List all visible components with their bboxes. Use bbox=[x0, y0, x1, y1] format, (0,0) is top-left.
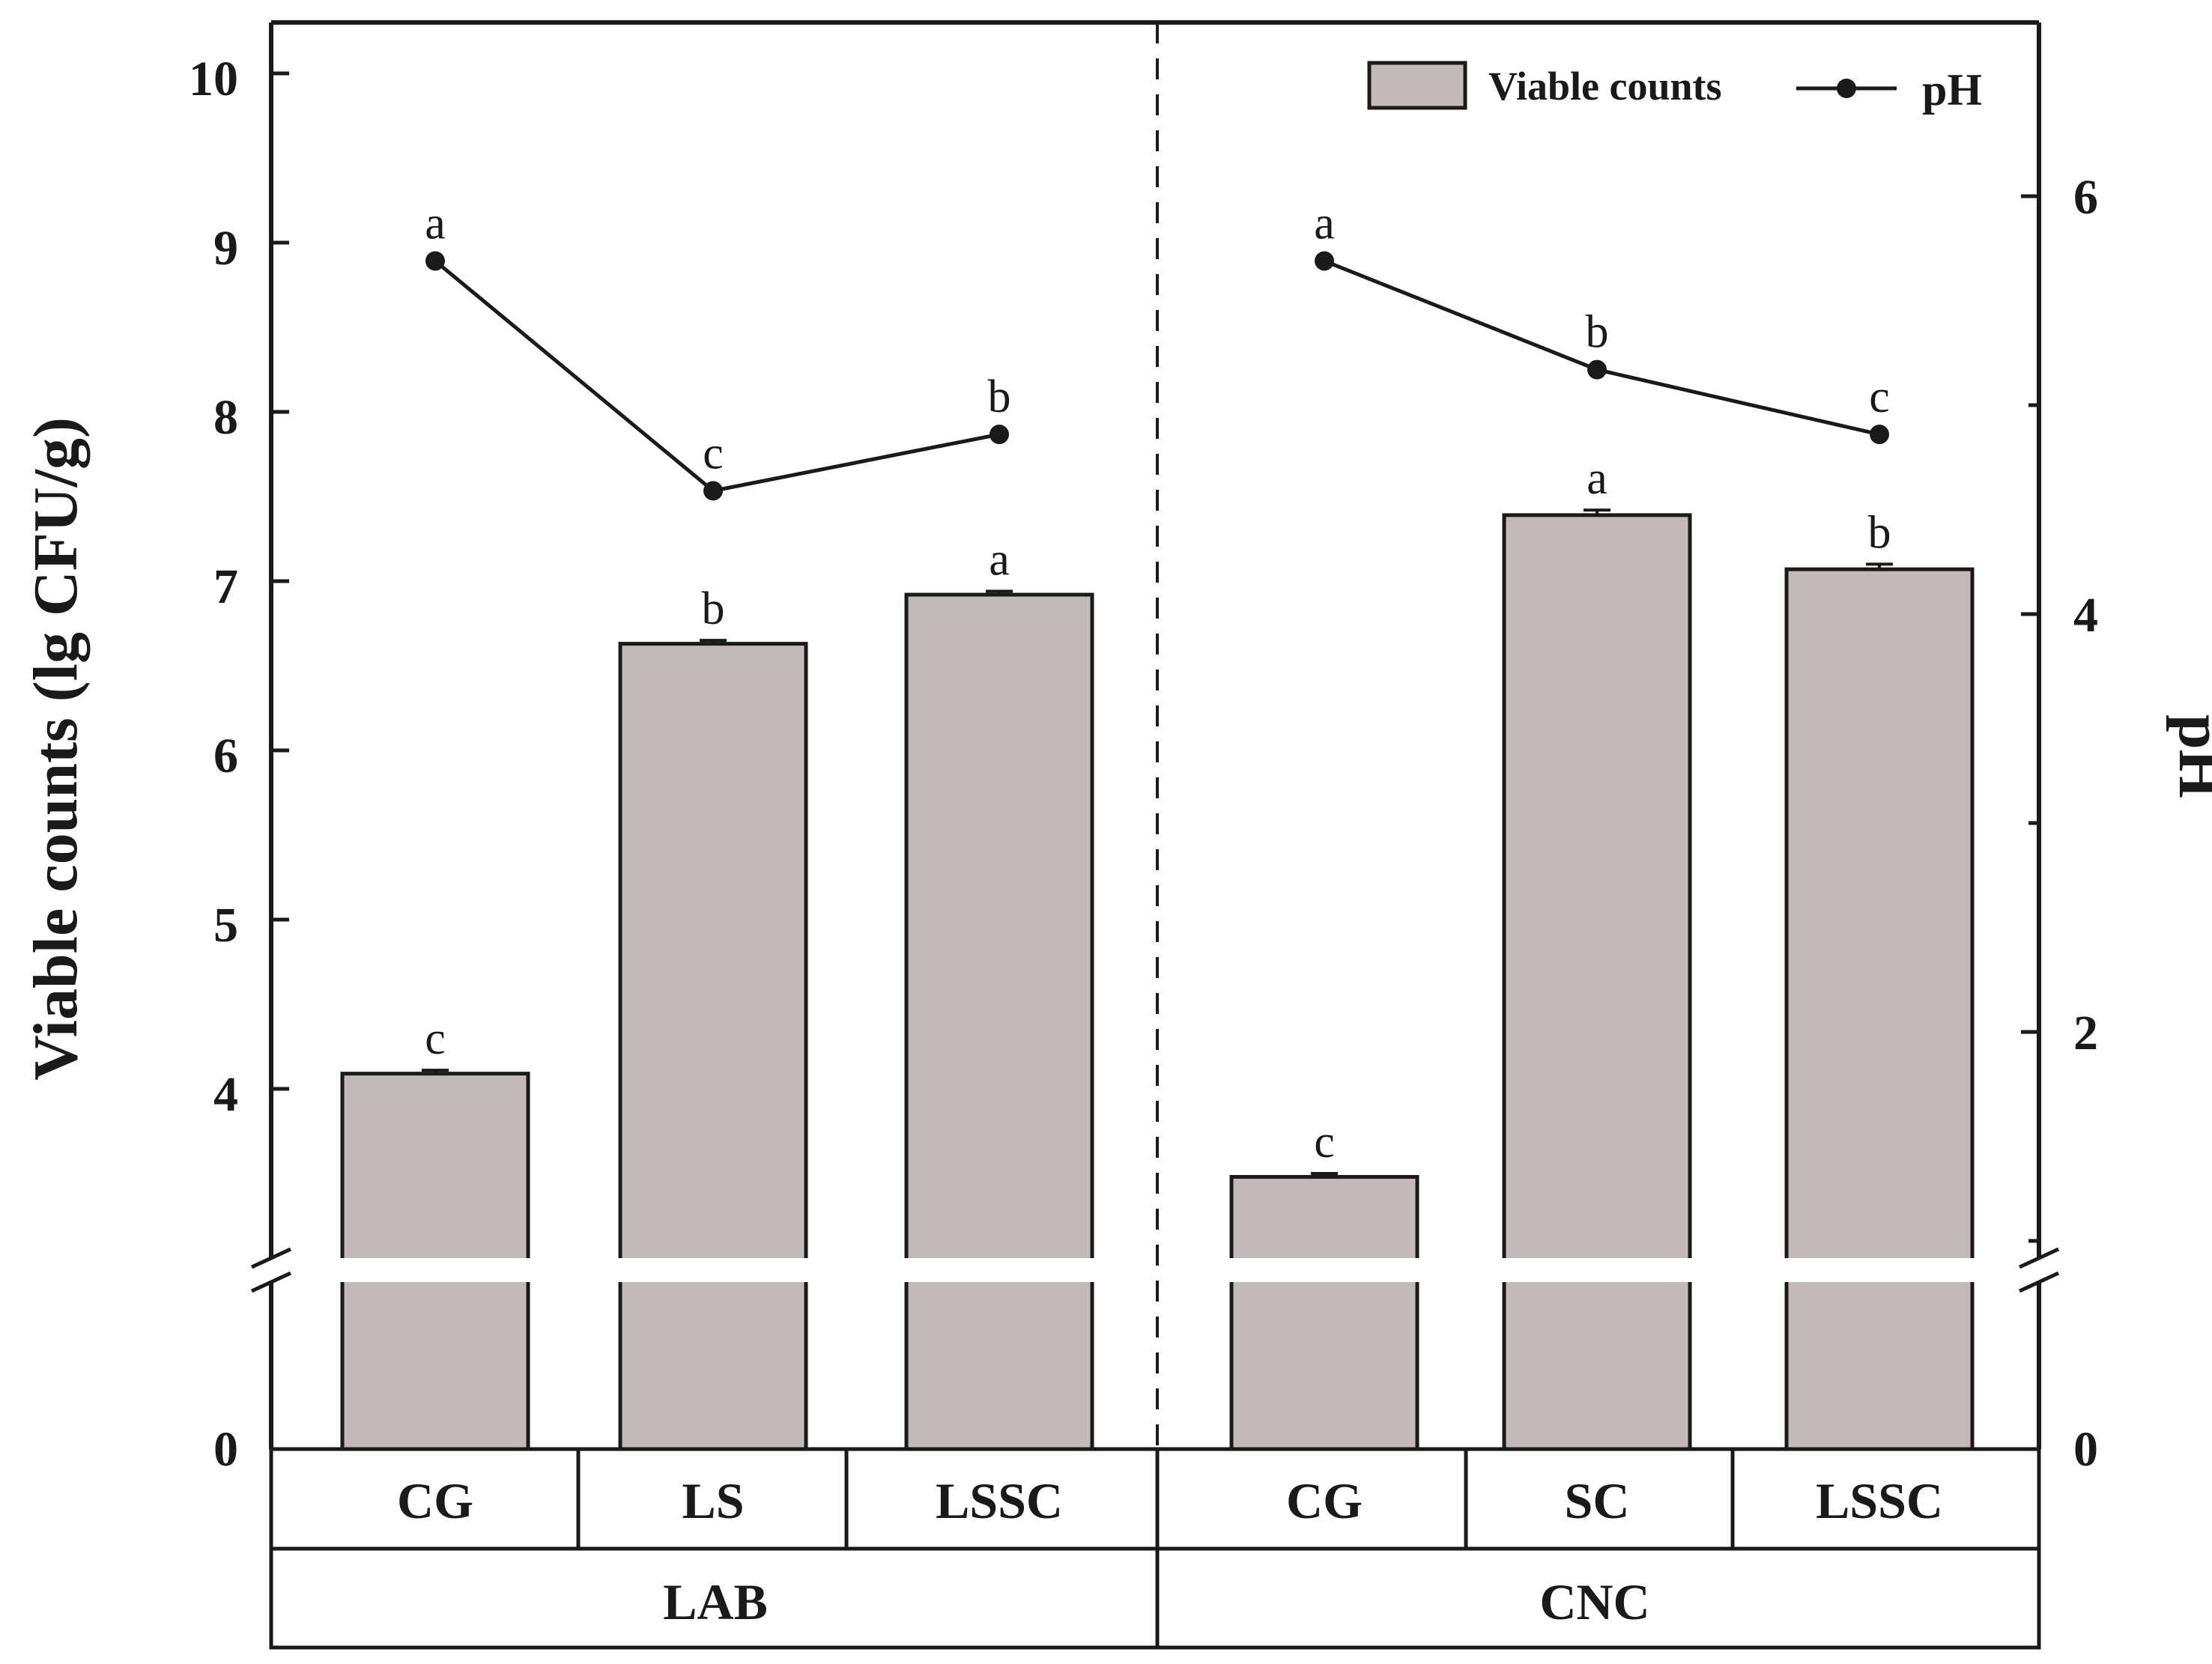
y-left-tick-label: 6 bbox=[213, 729, 238, 783]
ph-significance-letter: c bbox=[1869, 371, 1890, 422]
legend-bar-label: Viable counts bbox=[1488, 64, 1722, 109]
y-right-tick-label: 4 bbox=[2073, 588, 2098, 643]
group-label-cnc: CNC bbox=[1539, 1573, 1649, 1630]
y-right-tick-label: 6 bbox=[2073, 170, 2098, 225]
y-left-tick-label: 4 bbox=[213, 1067, 238, 1122]
axis-break-mark bbox=[2018, 1247, 2060, 1269]
axis-break-mark bbox=[250, 1271, 292, 1293]
category-label: LSSC bbox=[936, 1472, 1063, 1529]
group-label-lab: LAB bbox=[663, 1573, 768, 1630]
bar-significance-letter: c bbox=[1314, 1117, 1335, 1167]
ph-significance-letter: a bbox=[1314, 198, 1335, 249]
ph-significance-letter: b bbox=[988, 371, 1011, 422]
axis-break-mark bbox=[2018, 1271, 2060, 1293]
y-right-tick-label: 2 bbox=[2073, 1006, 2098, 1060]
category-label: LS bbox=[682, 1472, 744, 1529]
ph-significance-letter: a bbox=[425, 198, 446, 249]
ph-significance-letter: b bbox=[1586, 307, 1609, 358]
y-left-title: Viable counts (lg CFU/g) bbox=[21, 417, 91, 1081]
axis-break-gap bbox=[256, 1258, 2054, 1282]
axis-break-mark bbox=[250, 1247, 292, 1269]
y-left-tick-label: 5 bbox=[213, 898, 238, 953]
category-label: CG bbox=[397, 1472, 473, 1529]
bar bbox=[1502, 513, 1692, 1451]
y-left-tick-label: 7 bbox=[213, 559, 238, 614]
category-label: SC bbox=[1565, 1472, 1630, 1529]
bar bbox=[618, 642, 808, 1451]
bar-significance-letter: c bbox=[425, 1013, 446, 1064]
ph-point bbox=[703, 481, 723, 501]
bar-significance-letter: b bbox=[1868, 507, 1891, 558]
legend-line-label: pH bbox=[1922, 65, 1982, 115]
category-label: CG bbox=[1286, 1472, 1363, 1529]
bar bbox=[904, 592, 1094, 1451]
y-left-tick-label: 0 bbox=[213, 1422, 238, 1477]
ph-significance-letter: c bbox=[703, 428, 724, 479]
ph-point bbox=[425, 251, 445, 271]
y-left-tick-label: 8 bbox=[213, 390, 238, 445]
legend-point-swatch bbox=[1837, 79, 1856, 98]
legend-bar-swatch bbox=[1367, 61, 1467, 110]
bar-significance-letter: a bbox=[1587, 453, 1608, 504]
y-left-tick-label: 9 bbox=[213, 221, 238, 276]
ph-point bbox=[1315, 251, 1334, 271]
ph-point bbox=[1587, 359, 1607, 380]
ph-point bbox=[1870, 425, 1889, 445]
ph-point bbox=[990, 425, 1009, 445]
bar-significance-letter: b bbox=[702, 583, 725, 634]
category-label: LSSC bbox=[1816, 1472, 1943, 1529]
bar-significance-letter: a bbox=[989, 535, 1010, 586]
y-right-title: pH bbox=[2166, 714, 2212, 798]
bar bbox=[1229, 1175, 1419, 1451]
y-left-tick-label: 10 bbox=[189, 52, 238, 106]
y-right-tick-label: 0 bbox=[2073, 1422, 2098, 1477]
bar bbox=[1784, 567, 1975, 1451]
